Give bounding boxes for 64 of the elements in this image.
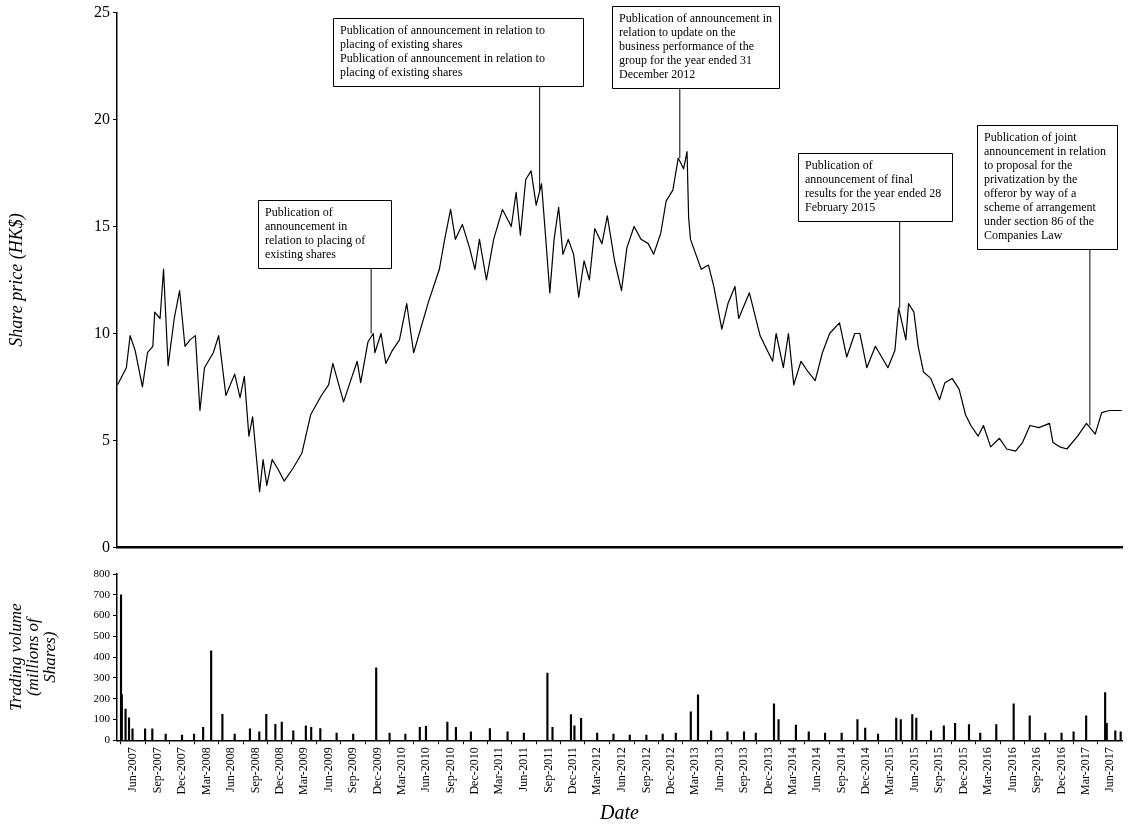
y-tick-label: 800 (93, 566, 111, 579)
x-tick-label: Dec-2014 (858, 747, 873, 795)
x-tick-label: Sep-2013 (736, 747, 751, 794)
x-tick-label: Sep-2009 (345, 747, 360, 794)
x-tick-label: Dec-2015 (955, 747, 970, 795)
x-tick-label: Mar-2014 (784, 747, 799, 795)
y-tick-label: 0 (104, 733, 111, 746)
x-tick-label: Sep-2016 (1029, 747, 1044, 794)
x-tick-label: Mar-2016 (980, 747, 995, 795)
y-tick-label: 20 (94, 109, 110, 127)
x-axis-title: Date (599, 801, 640, 824)
x-tick-label: Jun-2015 (906, 747, 921, 792)
x-tick-label: Mar-2015 (882, 747, 897, 795)
y-tick-label: 25 (94, 2, 110, 20)
annotation: Publication of announcement in relation to placing of existing shares (265, 205, 366, 262)
x-tick-label: Sep-2008 (247, 747, 262, 794)
x-tick-label: Sep-2012 (638, 747, 653, 794)
y-tick-label: 0 (102, 537, 110, 555)
y-tick-label: 500 (93, 629, 111, 642)
y-axis-title: Trading volume (millions of Shares) (5, 603, 59, 711)
x-tick-label: Jun-2013 (711, 747, 726, 792)
x-tick-label: Mar-2013 (686, 747, 701, 795)
x-tick-label: Dec-2011 (564, 747, 579, 795)
y-tick-label: 5 (102, 430, 110, 448)
y-tick-label: 15 (94, 216, 110, 234)
x-tick-label: Dec-2007 (174, 747, 189, 795)
annotation: Publication of announcement in relation to update on the business performance of the group for the year ended 31 December 2012 (619, 11, 772, 82)
x-tick-label: Mar-2011 (491, 747, 506, 795)
annotation: Publication of joint announcement in relation to proposal for the privatization by the offeror by way of a scheme of arrangement under section 86 of the Companies Law (984, 130, 1106, 243)
x-tick-label: Mar-2012 (589, 747, 604, 795)
x-tick-label: Sep-2010 (443, 747, 457, 794)
x-tick-label: Sep-2015 (931, 747, 946, 794)
x-tick-label: Mar-2010 (393, 747, 408, 795)
y-tick-label: 600 (93, 608, 111, 621)
x-tick-label: Dec-2016 (1053, 747, 1068, 795)
y-tick-label: 100 (93, 712, 111, 725)
annotation: Publication of announcement in relation to placing of existing shares Publication of announcement in relation to placing of existing shares (340, 23, 545, 80)
y-tick-label: 400 (93, 650, 111, 663)
x-tick-label: Dec-2009 (369, 747, 384, 795)
y-tick-label: 700 (93, 587, 111, 600)
x-tick-label: Dec-2010 (467, 747, 482, 795)
x-tick-label: Jun-2014 (809, 747, 824, 792)
x-tick-label: Jun-2009 (320, 747, 335, 792)
annotation: Publication of announcement of final results for the year ended 28 February 2015 (805, 158, 942, 215)
x-tick-label: Sep-2014 (833, 747, 848, 794)
y-axis-title: Share price (HK$) (5, 213, 27, 347)
x-tick-label: Jun-2017 (1102, 747, 1117, 792)
x-tick-label: Jun-2007 (125, 747, 140, 792)
x-tick-label: Mar-2017 (1077, 747, 1092, 795)
x-tick-label: Jun-2012 (613, 747, 628, 792)
x-tick-label: Jun-2011 (516, 747, 531, 792)
x-tick-label: Mar-2009 (296, 747, 311, 795)
x-tick-label: Dec-2008 (272, 747, 287, 795)
y-tick-label: 200 (93, 691, 111, 704)
y-tick-label: 10 (94, 323, 110, 341)
x-tick-label: Jun-2010 (418, 747, 433, 792)
x-tick-label: Sep-2011 (540, 747, 555, 793)
x-tick-label: Dec-2012 (662, 747, 677, 795)
x-tick-label: Sep-2007 (149, 747, 164, 794)
x-tick-label: Jun-2008 (223, 747, 238, 792)
x-tick-label: Dec-2013 (760, 747, 775, 795)
x-tick-label: Jun-2016 (1004, 747, 1019, 792)
y-tick-label: 300 (93, 670, 111, 683)
x-tick-label: Mar-2008 (198, 747, 213, 795)
